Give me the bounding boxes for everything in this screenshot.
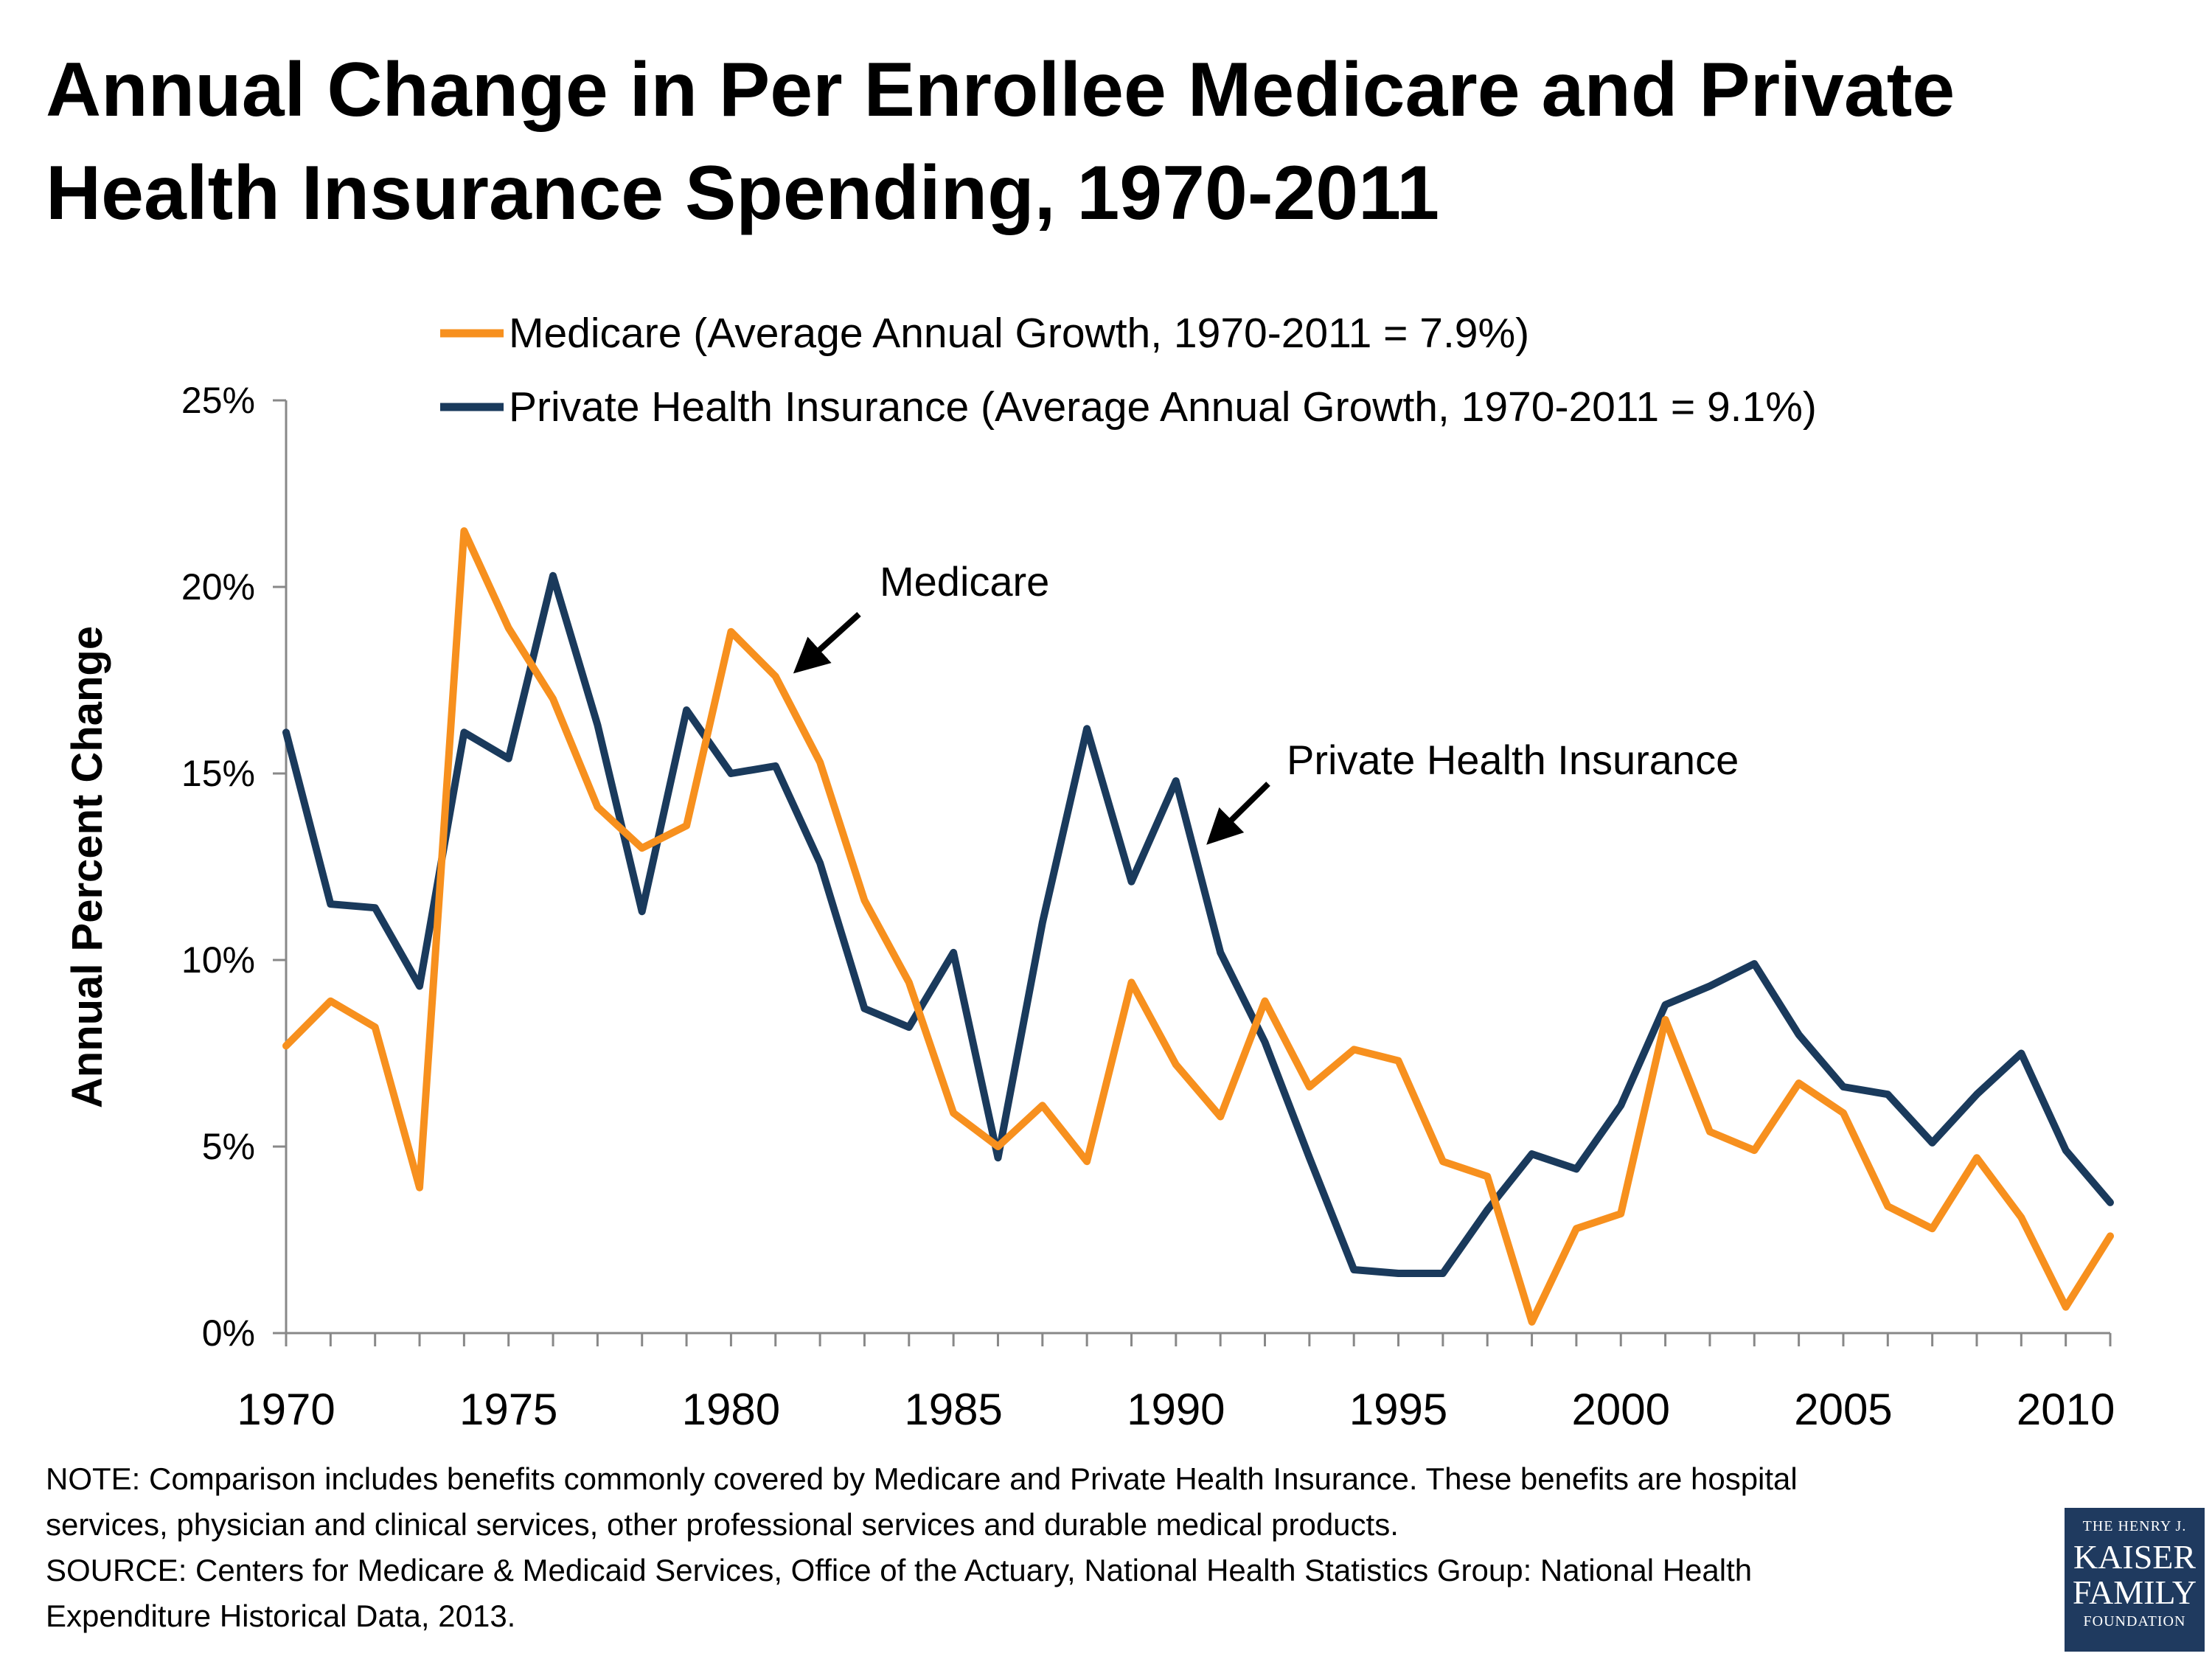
legend-label: Medicare (Average Annual Growth, 1970-20… (509, 310, 1529, 357)
y-tick-label: 10% (181, 939, 255, 981)
note-line-1: NOTE: Comparison includes benefits commo… (46, 1461, 1798, 1496)
source-line-2: Expenditure Historical Data, 2013. (46, 1599, 516, 1633)
axes: Annual Percent Change (63, 400, 2110, 1335)
logo-line-1: THE HENRY J. (2082, 1518, 2187, 1534)
x-tick-label: 1970 (237, 1385, 335, 1434)
line-chart: Annual Percent Change 0% 5% 10% 15% 20% 25% 19… (63, 310, 2115, 1434)
x-tick-label: 2005 (1794, 1385, 1892, 1434)
footnotes: NOTE: Comparison includes benefits commo… (46, 1456, 2037, 1639)
series-line-medicare (282, 527, 2114, 1326)
logo-line-2: KAISER (2073, 1538, 2197, 1576)
x-tick-label: 1975 (459, 1385, 557, 1434)
logo-line-3: FAMILY (2072, 1573, 2197, 1611)
y-axis-label: Annual Percent Change (63, 626, 111, 1108)
x-tick-label: 2010 (2017, 1385, 2115, 1434)
note-line-2: services, physician and clinical service… (46, 1507, 1399, 1542)
ticks: 0% 5% 10% 15% 20% 25% 1970 1975 1980 1985 1990 1995… (181, 380, 2115, 1434)
legend: Medicare (Average Annual Growth, 1970-20… (440, 310, 1817, 431)
x-tick-label: 1980 (682, 1385, 780, 1434)
annotation-arrow-private (1206, 782, 1270, 845)
y-tick-label: 15% (181, 753, 255, 794)
annotation-arrow-medicare (793, 612, 861, 674)
y-tick-label: 0% (202, 1312, 255, 1354)
x-tick-label: 1995 (1349, 1385, 1447, 1434)
x-tick-label: 1985 (904, 1385, 1002, 1434)
y-tick-label: 5% (202, 1126, 255, 1167)
legend-label: Private Health Insurance (Average Annual… (509, 383, 1817, 431)
x-tick-label: 1990 (1127, 1385, 1225, 1434)
annotation-private-health-insurance: Private Health Insurance (1287, 737, 1739, 783)
y-tick-label: 25% (181, 380, 255, 421)
y-tick-label: 20% (181, 566, 255, 608)
chart-title: Annual Change in Per Enrollee Medicare a… (46, 47, 1955, 236)
source-line-1: SOURCE: Centers for Medicare & Medicaid … (46, 1553, 1753, 1587)
annotation-medicare: Medicare (880, 558, 1049, 605)
kff-logo: THE HENRY J. KAISER FAMILY FOUNDATION (2065, 1508, 2205, 1652)
annotations: Medicare Private Health Insurance (793, 558, 1739, 845)
x-tick-label: 2000 (1572, 1385, 1670, 1434)
logo-line-4: FOUNDATION (2083, 1613, 2186, 1630)
series (282, 527, 2114, 1326)
series-line-private-health-insurance (282, 571, 2114, 1277)
